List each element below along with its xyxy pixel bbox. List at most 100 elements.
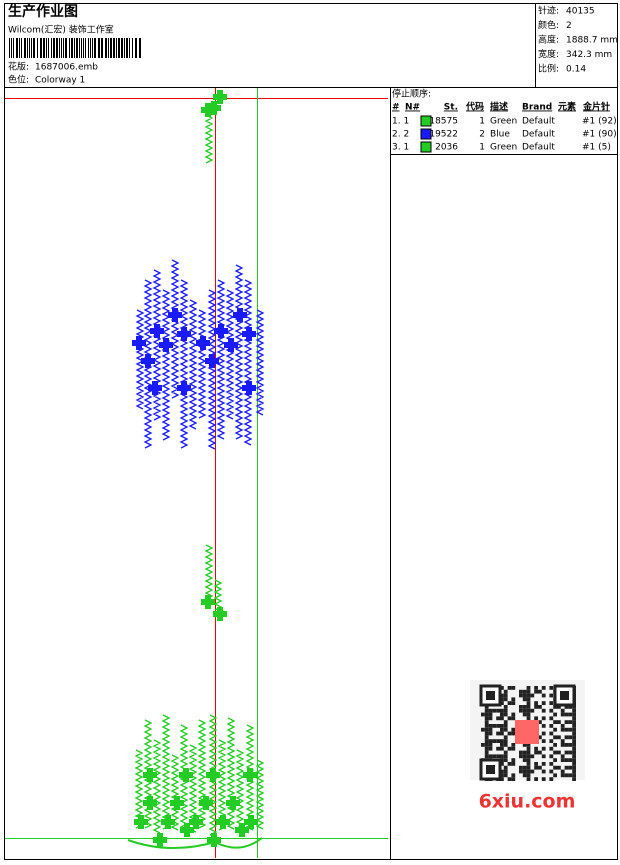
qr-cell — [526, 743, 531, 747]
qr-cell — [534, 686, 538, 690]
studio: Wilcom(汇宏) 装饰工作室 — [8, 24, 114, 36]
qr-cell — [526, 758, 531, 762]
qr-cell — [572, 743, 576, 747]
row-index: 2. 2 — [392, 130, 409, 140]
qr-cell — [538, 765, 542, 770]
qr-cell — [568, 765, 573, 770]
qr-cell — [500, 769, 504, 774]
qr-cell — [500, 708, 504, 713]
qr-cell — [560, 727, 565, 732]
stitch-column — [225, 289, 235, 420]
qr-cell — [553, 720, 557, 724]
stitch-knot — [161, 815, 175, 829]
qr-cell — [572, 750, 576, 755]
qr-cell — [500, 697, 504, 702]
code: 2 — [479, 130, 485, 140]
qr-cell — [549, 693, 554, 698]
qr-cell — [481, 727, 485, 732]
qr-cell — [541, 777, 546, 781]
qr-cell — [492, 739, 497, 743]
bar — [108, 38, 109, 58]
qr-cell — [496, 739, 500, 743]
bar — [121, 38, 123, 58]
qr-cell — [553, 705, 557, 709]
qr-cell — [549, 701, 554, 705]
qr-finder — [560, 691, 569, 700]
qr-cell — [522, 697, 527, 702]
brand: Default — [522, 143, 555, 153]
qr-cell — [568, 720, 573, 724]
qr-cell — [496, 731, 500, 736]
qr-cell — [572, 769, 576, 774]
qr-cell — [503, 773, 508, 778]
qr-cell — [507, 746, 512, 751]
colorway-label: 色位: — [8, 74, 29, 86]
qr-cell — [519, 769, 523, 774]
qr-cell — [549, 754, 554, 759]
qr-cell — [572, 724, 576, 728]
qr-cell — [568, 727, 573, 732]
qr-cell — [553, 743, 557, 747]
qr-cell — [572, 739, 576, 743]
qr-cell — [553, 750, 557, 755]
bar — [11, 38, 12, 58]
bar — [24, 38, 26, 58]
qr-cell — [534, 701, 538, 705]
bar — [46, 38, 47, 58]
bar — [43, 38, 45, 58]
needle: #1 (5) — [582, 143, 611, 153]
qr-cell — [560, 712, 565, 717]
qr-cell — [541, 762, 546, 766]
column-header: St. — [444, 103, 458, 113]
qr-cell — [503, 712, 508, 717]
qr-cell — [503, 708, 508, 713]
stitch-knot — [205, 354, 219, 368]
qr-cell — [522, 689, 527, 694]
qr-cell — [484, 750, 489, 755]
qr-cell — [549, 739, 554, 743]
qr-cell — [503, 727, 508, 732]
qr-cell — [503, 705, 508, 709]
stitch-knot — [201, 595, 215, 609]
stitch-knot — [134, 815, 148, 829]
code: 1 — [479, 117, 485, 127]
qr-cell — [484, 731, 489, 736]
column-header: N# — [405, 103, 420, 113]
qr-cell — [511, 686, 516, 690]
qr-cell — [500, 746, 504, 751]
qr-cell — [572, 731, 576, 736]
qr-cell — [484, 712, 489, 717]
row-index: 3. 1 — [392, 143, 409, 153]
watermark: 6xiu.com — [479, 791, 576, 813]
qr-cell — [572, 708, 576, 713]
stitch-knot — [233, 308, 247, 322]
stitch-knot — [242, 381, 256, 395]
qr-cell — [522, 758, 527, 762]
qr-cell — [503, 739, 508, 743]
qr-cell — [526, 777, 531, 781]
qr-cell — [549, 731, 554, 736]
brand: Default — [522, 130, 555, 140]
qr-code: 6xiu.com — [470, 680, 585, 813]
qr-cell — [534, 746, 538, 751]
qr-cell — [511, 758, 516, 762]
qr-cell — [541, 739, 546, 743]
qr-cell — [484, 720, 489, 724]
bar — [101, 38, 103, 58]
qr-cell — [568, 758, 573, 762]
bar — [71, 38, 73, 58]
qr-cell — [522, 773, 527, 778]
qr-cell — [496, 724, 500, 728]
qr-cell — [503, 769, 508, 774]
stitch-column — [255, 759, 265, 830]
bar — [85, 38, 86, 58]
colorway: Colorway 1 — [35, 76, 85, 86]
qr-cell — [500, 724, 504, 728]
bar — [27, 38, 28, 58]
qr-cell — [568, 773, 573, 778]
qr-cell — [484, 746, 489, 751]
qr-cell — [572, 727, 576, 732]
stitch-column — [152, 739, 162, 834]
info-value: 2 — [566, 21, 572, 31]
qr-cell — [522, 712, 527, 717]
